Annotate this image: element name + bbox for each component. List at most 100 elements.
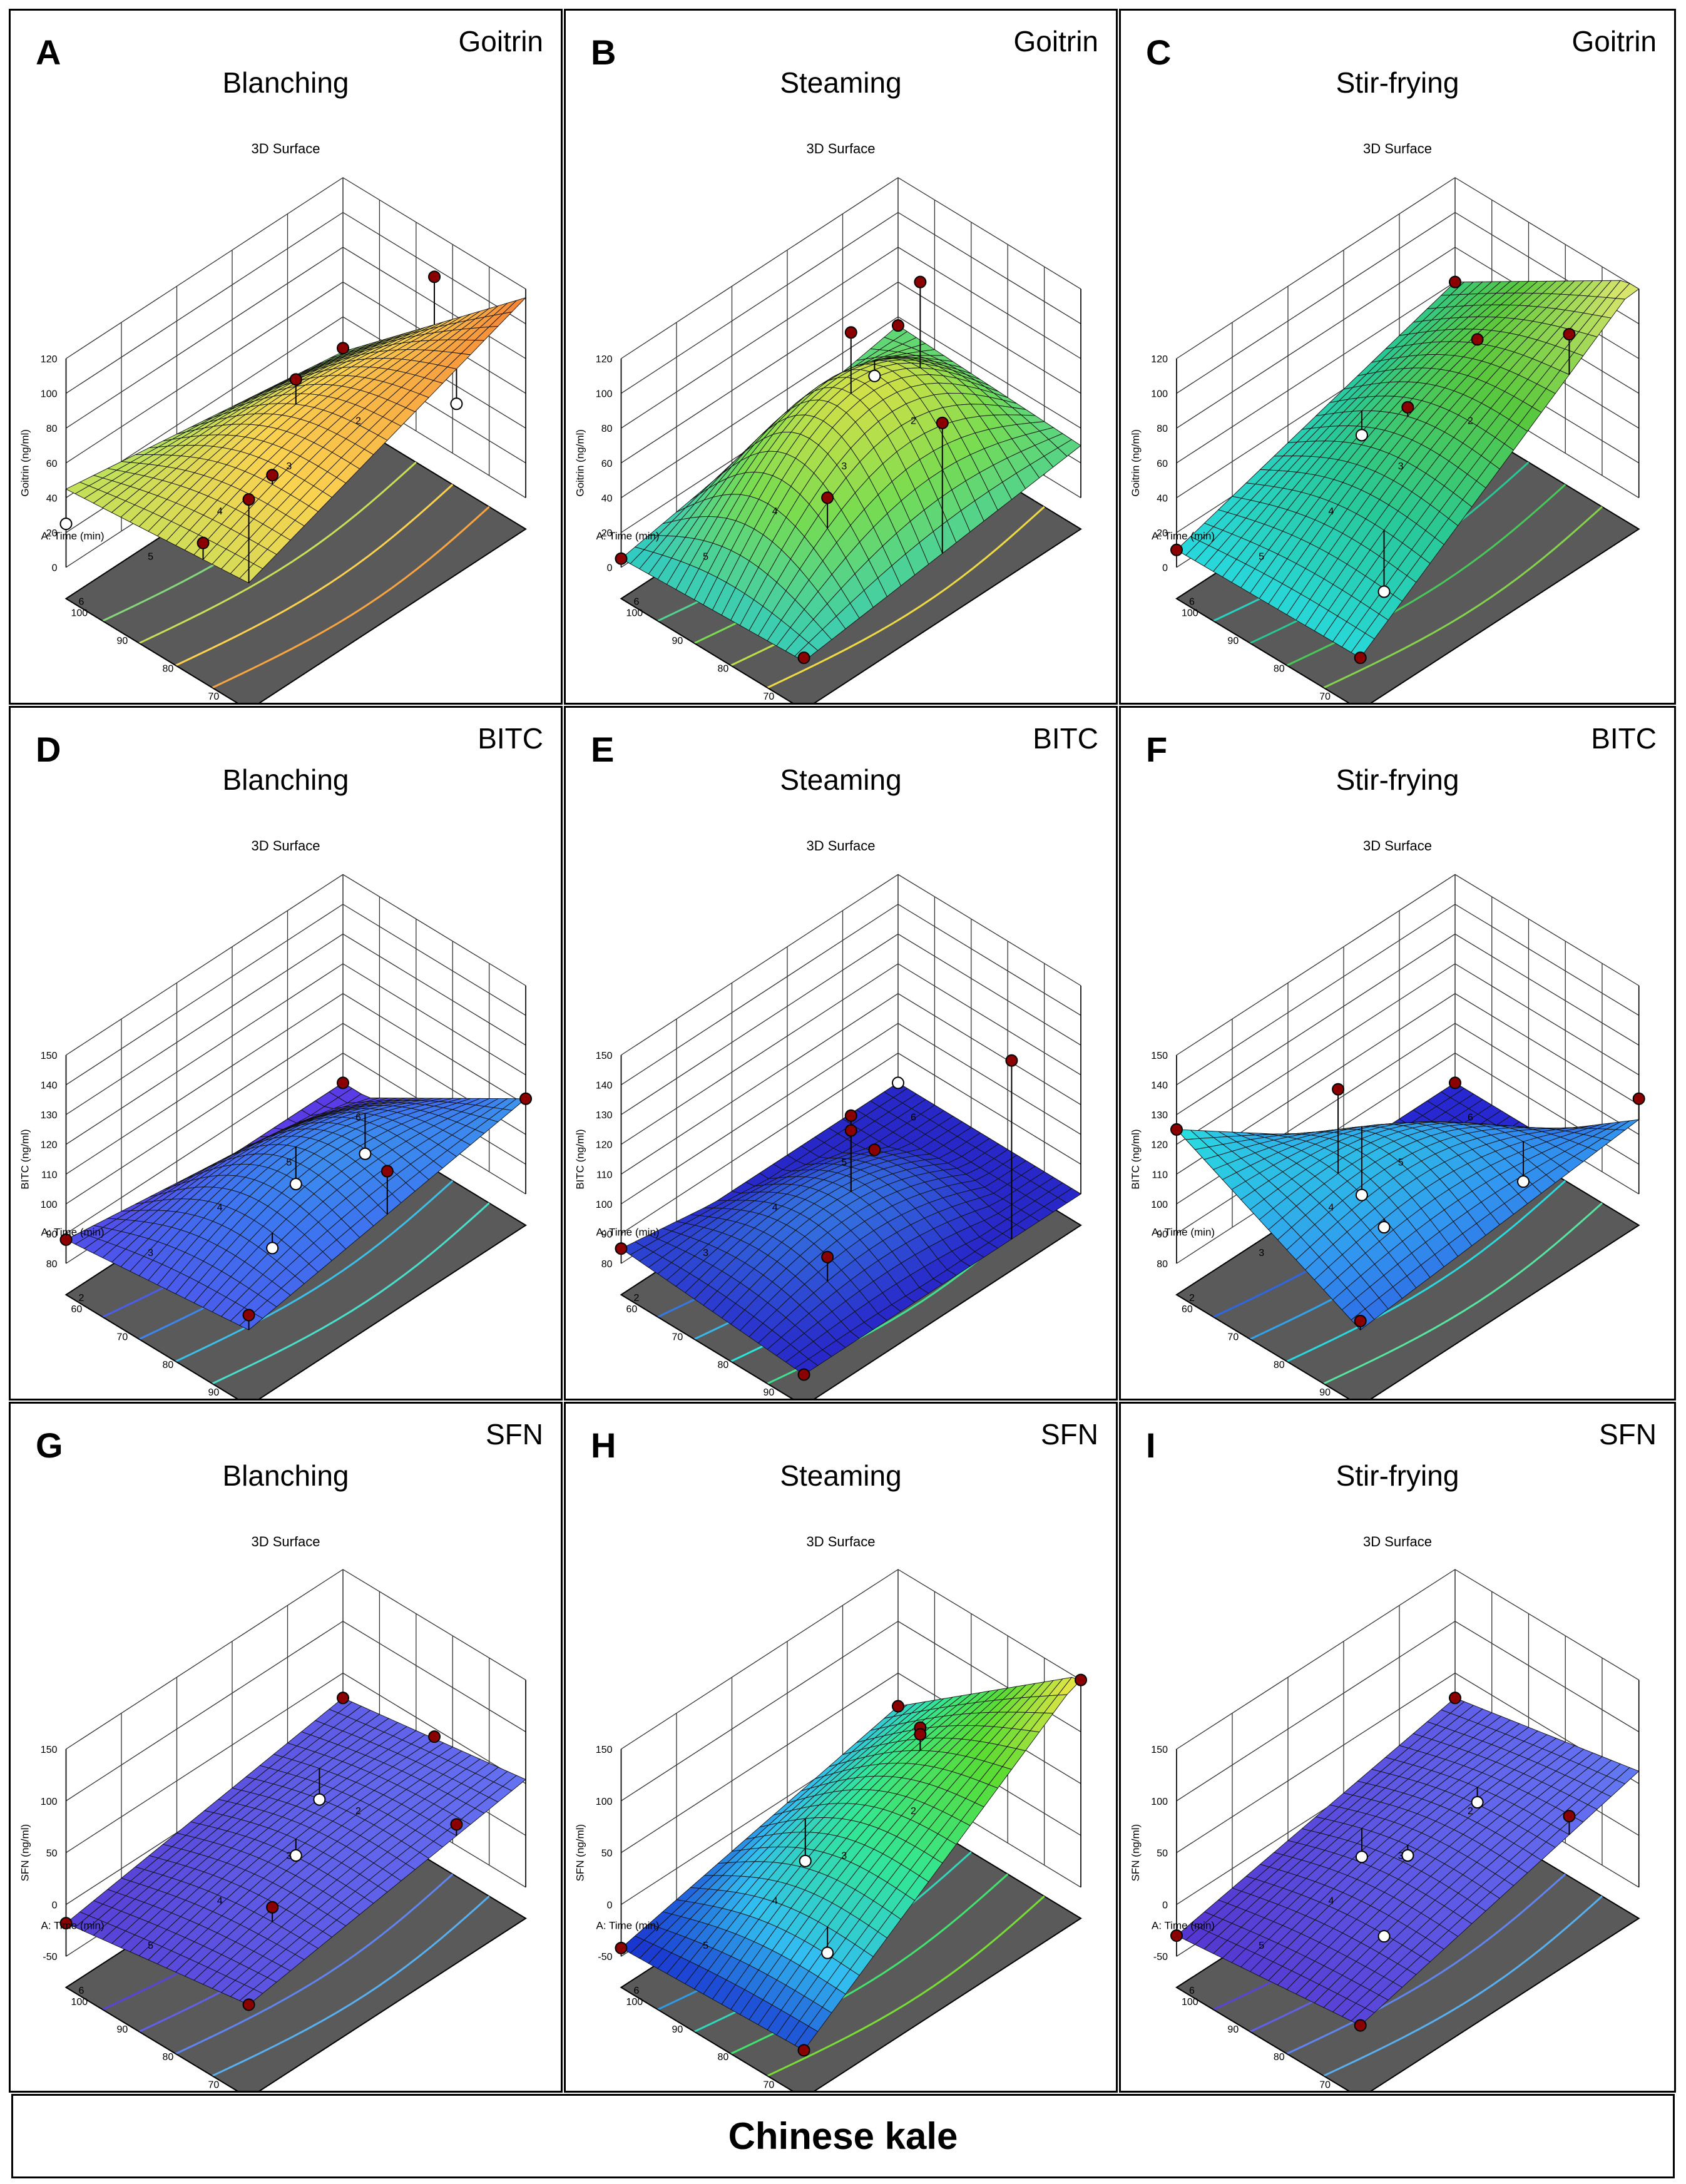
y-tick-label: 80 bbox=[1274, 1360, 1285, 1370]
z-tick-label: 100 bbox=[596, 389, 613, 400]
chart-subtitle: 3D Surface bbox=[1362, 1534, 1433, 1549]
design-point bbox=[936, 416, 949, 429]
y-tick-label: 60 bbox=[626, 1304, 638, 1315]
chart-subtitle: 3D Surface bbox=[251, 141, 320, 156]
method-title: Steaming bbox=[780, 763, 902, 796]
method-title: Blanching bbox=[222, 763, 349, 796]
chart-panel: A Goitrin Blanching 3D Surface 0 20 40 60 80… bbox=[9, 9, 563, 705]
method-title: Stir-frying bbox=[1336, 66, 1459, 99]
chart-panel: G SFN Blanching 3D Surface -50 0 50 100 150 S… bbox=[9, 1402, 563, 2093]
chart-panel: B Goitrin Steaming 3D Surface 0 20 40 60 80 1… bbox=[564, 9, 1118, 705]
design-point bbox=[797, 651, 810, 665]
compound-label: Goitrin bbox=[1571, 25, 1657, 58]
y-tick-label: 70 bbox=[1319, 691, 1331, 702]
surface-mesh bbox=[1176, 1697, 1640, 2026]
design-point bbox=[289, 1178, 302, 1191]
design-point bbox=[615, 1941, 628, 1954]
x-tick-label: 3 bbox=[148, 1248, 153, 1258]
x-axis-line bbox=[66, 1294, 238, 1399]
x-tick-label: 5 bbox=[1259, 551, 1264, 562]
method-title: Stir-frying bbox=[1336, 763, 1459, 796]
frame-edges bbox=[620, 986, 1081, 1399]
x-axis-line bbox=[621, 1987, 794, 2091]
compound-label: Goitrin bbox=[458, 25, 543, 58]
y-tick-label: 60 bbox=[71, 1304, 83, 1315]
design-point bbox=[1517, 1175, 1530, 1188]
plot-group: 80 90 100 110 120 130 140 150 BITC (ng/ml) 6 5 4 3 2 A… bbox=[19, 874, 533, 1399]
y-tick-label: 100 bbox=[1182, 1997, 1198, 2008]
surface-mesh bbox=[1176, 280, 1640, 658]
z-tick-label: 0 bbox=[1162, 563, 1168, 574]
surface-plot: 0 20 40 60 80 100 120 Goitrin (ng/ml) 2 3 4 5 6 A: Ti… bbox=[1130, 177, 1640, 703]
y-tick-label: 80 bbox=[718, 2052, 729, 2063]
z-tick-label: 120 bbox=[41, 1140, 58, 1151]
design-point bbox=[1354, 651, 1367, 665]
z-tick-label: 80 bbox=[46, 1259, 58, 1270]
frame-edges bbox=[620, 288, 1081, 703]
design-point bbox=[797, 2044, 810, 2057]
x-tick-label: 3 bbox=[1398, 461, 1404, 472]
x-tick-label: 6 bbox=[355, 1112, 361, 1123]
y-tick-label: 70 bbox=[208, 2079, 220, 2090]
contour-line bbox=[1286, 1873, 1566, 2055]
design-point bbox=[1471, 1796, 1484, 1809]
surface-plot: -50 0 50 100 150 SFN (ng/ml) 2 3 4 5 6 A: Time (min… bbox=[575, 1569, 1088, 2091]
x-axis-line bbox=[1176, 1294, 1350, 1399]
z-tick-label: 100 bbox=[41, 1200, 58, 1210]
y-tick-label: 90 bbox=[1227, 636, 1239, 646]
frame-edges bbox=[1176, 986, 1640, 1399]
z-tick-label: 140 bbox=[41, 1081, 58, 1091]
surface-plot: -50 0 50 100 150 SFN (ng/ml) 2 3 4 5 6 A: Time (min… bbox=[19, 1569, 527, 2091]
z-tick-label: 150 bbox=[1151, 1745, 1168, 1755]
x-tick-label: 3 bbox=[841, 1851, 847, 1862]
z-tick-label: 150 bbox=[1151, 1051, 1168, 1061]
y-tick-label: 90 bbox=[1319, 1387, 1331, 1398]
compound-label: BITC bbox=[1033, 722, 1098, 755]
x-tick-label: 4 bbox=[217, 1203, 223, 1213]
design-point bbox=[242, 1309, 255, 1322]
x-tick-label: 4 bbox=[1329, 1203, 1334, 1213]
x-tick-label: 4 bbox=[772, 1203, 778, 1213]
design-point bbox=[1170, 543, 1183, 556]
z-tick-label: 60 bbox=[1157, 459, 1168, 469]
y-tick-label: 100 bbox=[626, 608, 643, 619]
x-axis-line bbox=[66, 598, 238, 703]
x-axis-line bbox=[66, 1987, 238, 2091]
design-point bbox=[1563, 328, 1576, 341]
design-point bbox=[428, 1730, 441, 1743]
design-point bbox=[337, 342, 349, 355]
x-tick-label: 3 bbox=[1259, 1248, 1264, 1258]
z-tick-label: 130 bbox=[1151, 1110, 1168, 1121]
frame-edges bbox=[65, 986, 526, 1399]
design-point bbox=[1332, 1083, 1345, 1096]
x-tick-label: 5 bbox=[286, 1158, 292, 1168]
x-axis-line bbox=[621, 598, 794, 703]
z-tick-label: 100 bbox=[1151, 389, 1168, 400]
x-axis-line bbox=[621, 1294, 794, 1399]
x-tick-label: 4 bbox=[1329, 1896, 1334, 1906]
design-point bbox=[289, 1849, 302, 1862]
chart-panel: I SFN Stir-frying 3D Surface -50 0 50 100 15… bbox=[1119, 1402, 1676, 2093]
x-tick-label: 3 bbox=[1398, 1851, 1404, 1862]
z-tick-label: 50 bbox=[1157, 1849, 1168, 1859]
y-tick-label: 100 bbox=[626, 1997, 643, 2008]
z-tick-label: 90 bbox=[46, 1229, 58, 1240]
surface-mesh bbox=[65, 1697, 526, 2006]
contour-line bbox=[767, 506, 1045, 689]
z-tick-label: 0 bbox=[607, 1900, 613, 1911]
plot-group: -50 0 50 100 150 SFN (ng/ml) 2 3 4 5 6 A: Time (min… bbox=[575, 1569, 1088, 2091]
plot-group: 80 90 100 110 120 130 140 150 BITC (ng/ml) 6 5 4 3 2 A… bbox=[575, 874, 1082, 1399]
x-tick-label: 6 bbox=[79, 1986, 84, 1996]
x-axis-label: A: Time (min) bbox=[596, 530, 660, 542]
contour-line bbox=[175, 1873, 454, 2055]
x-axis-line bbox=[1176, 1987, 1350, 2091]
y-tick-label: 70 bbox=[208, 691, 220, 702]
x-tick-label: 2 bbox=[1189, 1293, 1195, 1304]
method-title: Blanching bbox=[222, 1459, 349, 1492]
x-tick-label: 2 bbox=[911, 416, 916, 427]
design-point bbox=[1377, 1930, 1391, 1943]
z-tick-label: 100 bbox=[1151, 1200, 1168, 1210]
y-tick-label: 100 bbox=[1182, 608, 1198, 619]
y-tick-label: 90 bbox=[672, 2024, 683, 2035]
contour-line bbox=[212, 1202, 490, 1385]
